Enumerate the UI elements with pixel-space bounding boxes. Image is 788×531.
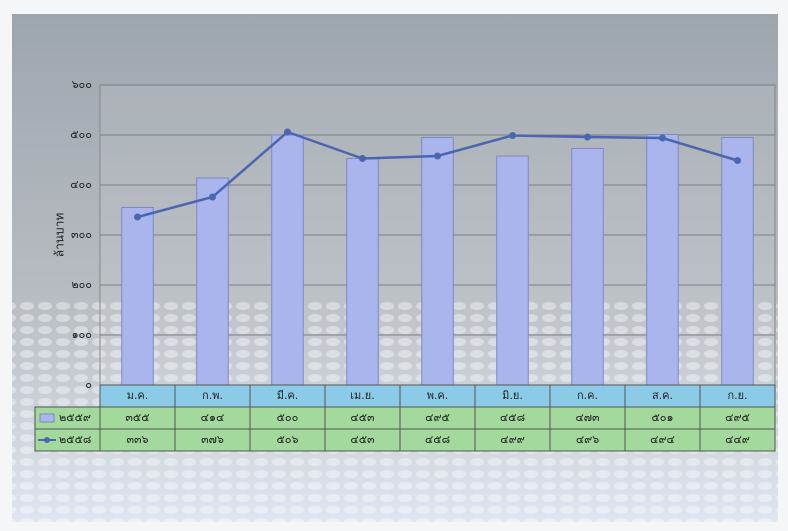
x-tick-label: มี.ค. bbox=[277, 389, 299, 402]
bar bbox=[421, 137, 454, 386]
table-value: ๕๐๐ bbox=[277, 411, 299, 424]
table-value: ๔๙๔ bbox=[650, 433, 675, 446]
table-value: ๔๔๙ bbox=[725, 433, 750, 446]
table-value: ๔๑๔ bbox=[201, 411, 225, 424]
y-tick-label: ๓๐๐ bbox=[71, 228, 92, 241]
y-tick-label: ๖๐๐ bbox=[72, 78, 92, 91]
bar bbox=[571, 148, 604, 386]
table-value: ๔๕๓ bbox=[350, 411, 374, 424]
table-value: ๓๓๖ bbox=[126, 433, 148, 446]
table-value: ๔๙๕ bbox=[725, 411, 750, 424]
bar bbox=[496, 155, 529, 386]
table-cell bbox=[699, 428, 776, 452]
table-value: ๔๙๕ bbox=[425, 411, 450, 424]
bar bbox=[346, 158, 379, 386]
line-marker bbox=[509, 132, 516, 139]
legend-label: ๒๕๕๘ bbox=[59, 433, 91, 446]
y-tick-label: ๔๐๐ bbox=[70, 178, 92, 191]
legend-swatch bbox=[39, 413, 55, 423]
table-value: ๔๕๘ bbox=[500, 411, 525, 424]
legend-label: ๒๕๕๙ bbox=[59, 411, 91, 424]
table-value: ๕๐๑ bbox=[651, 411, 673, 424]
x-tick-label: ก.ค. bbox=[577, 389, 598, 402]
line-marker bbox=[359, 155, 366, 162]
y-tick-label: ๑๐๐ bbox=[72, 328, 92, 341]
table-value: ๔๕๓ bbox=[350, 433, 374, 446]
x-tick-label: ก.ย. bbox=[727, 389, 747, 402]
x-tick-label: มิ.ย. bbox=[502, 389, 523, 402]
table-value: ๓๗๖ bbox=[201, 433, 224, 446]
bar bbox=[721, 137, 754, 386]
table-value: ๕๐๖ bbox=[276, 433, 298, 446]
table-value: ๔๙๖ bbox=[576, 433, 599, 446]
y-axis-label: ล้านบาท bbox=[53, 213, 67, 258]
line-marker bbox=[434, 152, 441, 160]
line-marker bbox=[734, 157, 741, 164]
x-tick-label: พ.ค. bbox=[427, 389, 449, 402]
line-marker bbox=[134, 213, 141, 221]
table-value: ๔๙๙ bbox=[500, 433, 524, 446]
table-value: ๓๕๕ bbox=[125, 411, 149, 424]
y-tick-label: ๒๐๐ bbox=[71, 278, 92, 291]
x-tick-label: ม.ค. bbox=[127, 389, 149, 402]
table-value: ๔๗๓ bbox=[575, 411, 599, 424]
bar bbox=[646, 134, 679, 386]
line-marker bbox=[284, 128, 291, 136]
x-tick-label: ส.ค. bbox=[652, 389, 673, 402]
y-tick-label: ๕๐๐ bbox=[70, 128, 92, 141]
legend-swatch bbox=[44, 437, 50, 443]
table-value: ๔๕๘ bbox=[425, 433, 450, 446]
bar bbox=[271, 134, 304, 386]
line-marker bbox=[584, 133, 591, 141]
x-tick-label: ก.พ. bbox=[202, 389, 223, 402]
line-marker bbox=[209, 193, 216, 201]
line-marker bbox=[659, 134, 666, 142]
bar bbox=[121, 207, 154, 386]
y-tick-label: ๐ bbox=[85, 378, 92, 391]
bar bbox=[196, 177, 229, 386]
x-tick-label: เม.ย. bbox=[350, 389, 374, 402]
